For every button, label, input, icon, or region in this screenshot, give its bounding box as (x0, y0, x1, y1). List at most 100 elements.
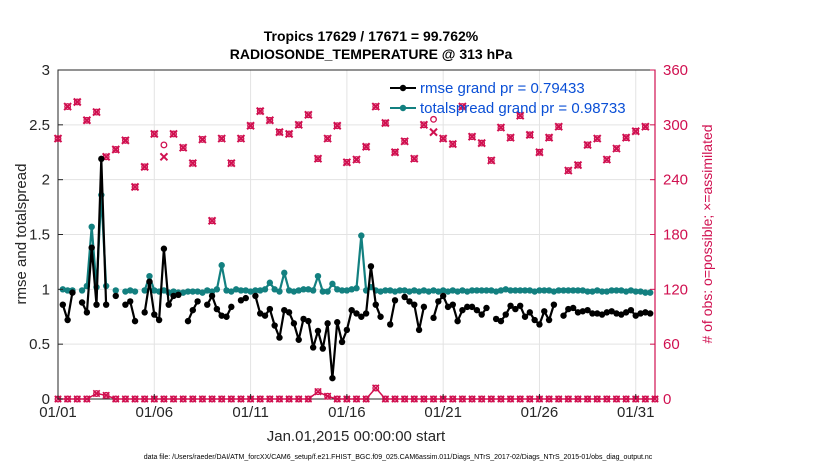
obs-assimilated-point (178, 143, 188, 152)
rejected-x (160, 395, 168, 403)
legend-spread-label: totalspread grand pr = 0.98733 (420, 100, 626, 117)
rejected-circle (584, 395, 592, 403)
obs-assimilated-point (246, 121, 255, 130)
series-rmse-point (391, 297, 399, 304)
series-totalspread-point (565, 287, 572, 294)
rejected-circle (276, 395, 283, 403)
obs-possible-point (73, 98, 81, 106)
rejected-x (593, 395, 601, 403)
obs-assimilated-point (496, 123, 506, 132)
rejected-x (314, 387, 322, 396)
series-rmse-point (464, 303, 471, 311)
rejected-x (449, 395, 457, 403)
obs-possible-point (603, 156, 611, 164)
series-totalspread-point (305, 286, 312, 293)
series-totalspread-point (598, 288, 606, 295)
rejected-x (603, 395, 611, 403)
rejected-x (73, 395, 82, 403)
series-rmse-point (69, 289, 76, 296)
chart-title: Tropics 17629 / 17671 = 99.762% (264, 28, 479, 44)
rejected-x (189, 395, 197, 403)
rejected-x (63, 395, 72, 403)
obs-assimilated-point (564, 166, 573, 175)
series-totalspread-point (300, 286, 307, 293)
obs-possible-point (170, 130, 177, 138)
series-rmse-point (93, 301, 100, 308)
series-rmse-point (565, 305, 572, 313)
rejected-x (487, 395, 496, 403)
series-totalspread-point (146, 272, 153, 280)
legend-spread-marker (399, 104, 407, 112)
y-right-tick-label: 120 (663, 281, 688, 298)
rejected-circle (507, 395, 515, 403)
obs-possible-point (304, 111, 312, 119)
rejected-circle (198, 395, 206, 403)
series-totalspread-point (483, 287, 490, 294)
rejected-circle (449, 395, 457, 403)
series-rmse-point (305, 317, 312, 325)
obs-possible-point (632, 127, 640, 135)
series-rmse-point (545, 316, 553, 324)
rejected-circle (613, 395, 620, 403)
obs-assimilated-point (236, 134, 246, 143)
series-rmse-point (569, 304, 577, 312)
series-rmse-point (324, 320, 331, 327)
rejected-circle (555, 395, 563, 403)
series-totalspread-point (406, 288, 413, 295)
obs-assimilated-point (121, 136, 130, 145)
series-totalspread (59, 191, 654, 296)
chart-subtitle: RADIOSONDE_TEMPERATURE @ 313 hPa (230, 46, 513, 62)
obs-assimilated-point (342, 158, 352, 167)
rejected-circle (526, 395, 534, 403)
series-rmse-point (170, 292, 177, 300)
rejected-x (362, 395, 370, 403)
obs-possible-point (141, 163, 149, 171)
rejected-x (304, 395, 313, 403)
series-totalspread-point (516, 287, 524, 294)
rejected-circle (410, 395, 418, 403)
series-rmse-point (622, 309, 630, 316)
obs-assimilated-point (92, 107, 101, 117)
legend: rmse grand pr = 0.79433 totalspread gran… (390, 80, 626, 117)
series-rmse-point (497, 317, 505, 325)
rejected-circle (179, 395, 187, 403)
series-totalspread-point (454, 288, 461, 295)
series-rmse-point (362, 310, 370, 317)
rejected-x (352, 395, 361, 403)
footer-data-file: data file: /Users/raeder/DAI/ATM_forcXX/… (144, 454, 653, 461)
series-totalspread-point (608, 287, 615, 294)
series-totalspread-point (545, 287, 553, 294)
y-tick-label: 2.5 (29, 117, 50, 134)
series-rmse-point (531, 316, 538, 324)
y-tick-label: 3 (42, 62, 50, 79)
rejected-circle (516, 395, 524, 403)
series-totalspread-point (281, 269, 288, 277)
series-totalspread-point (184, 288, 192, 295)
obs-possible-point (593, 135, 601, 142)
series-totalspread-point (449, 287, 456, 294)
series-totalspread-point (435, 288, 442, 295)
series-rmse-point (541, 308, 548, 315)
obs-assimilated-point (207, 216, 217, 225)
series-rmse-point (223, 313, 230, 320)
series-rmse-point (502, 311, 509, 318)
rejected-circle (478, 395, 486, 403)
series-rmse-point (98, 155, 105, 163)
rejected-circle (304, 395, 312, 403)
rejected-x (410, 395, 419, 403)
y-tick-label: 2 (42, 172, 50, 189)
obs-assimilated-point (477, 138, 486, 148)
series-totalspread-point (377, 288, 384, 295)
obs-assimilated-point (275, 127, 284, 137)
rejected-x (237, 395, 245, 403)
series-totalspread-point (295, 287, 302, 294)
series-rmse-point (512, 305, 519, 313)
rejected-circle (141, 395, 149, 403)
series-totalspread-point (574, 287, 582, 294)
rejected-x (564, 395, 573, 403)
obs-possible-point (545, 134, 553, 142)
rejected-x (179, 395, 187, 403)
rejected-circle (102, 391, 110, 399)
y-right-axis-label: # of obs: o=possible; ×=assimilated (699, 124, 715, 343)
x-axis-label: Jan.01,2015 00:00:00 start (267, 428, 446, 445)
